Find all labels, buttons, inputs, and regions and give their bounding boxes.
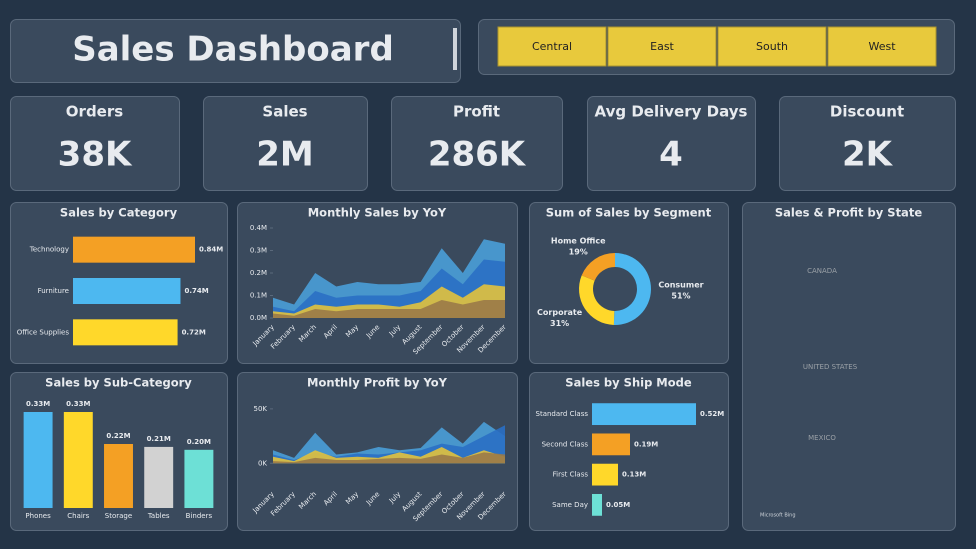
chart-title: Sales & Profit by State — [775, 206, 922, 220]
chart-title: Sum of Sales by Segment — [546, 206, 712, 220]
bar — [23, 412, 53, 508]
slicer-button[interactable] — [717, 26, 827, 67]
category-label: First Class — [553, 471, 589, 479]
chart-panel — [742, 202, 956, 531]
bar — [592, 463, 618, 486]
bar — [592, 403, 696, 426]
category-label: Tables — [147, 512, 170, 520]
value-label: 0.33M — [66, 400, 90, 408]
kpi-card — [203, 96, 368, 191]
category-label: Furniture — [38, 287, 69, 295]
slice-value: 19% — [569, 247, 588, 256]
value-label: 0.13M — [622, 471, 646, 479]
kpi-label: Avg Delivery Days — [595, 103, 748, 121]
category-label: Same Day — [552, 501, 588, 509]
map-label: CANADA — [807, 267, 837, 275]
category-label: Office Supplies — [17, 328, 70, 336]
kpi-card — [391, 96, 563, 191]
chart-title: Monthly Profit by YoY — [307, 376, 448, 390]
dashboard-title: Sales Dashboard — [72, 30, 394, 70]
kpi-value: 2K — [842, 135, 894, 175]
value-label: 0.22M — [106, 432, 130, 440]
chart-panel — [529, 202, 729, 364]
chart-title: Sales by Sub-Category — [45, 376, 192, 390]
map-label: MEXICO — [808, 434, 836, 442]
value-label: 0.33M — [26, 400, 50, 408]
slicer-button[interactable] — [827, 26, 937, 67]
kpi-label: Profit — [453, 103, 500, 121]
slicer-label[interactable]: East — [650, 40, 674, 53]
kpi-value: 4 — [659, 135, 683, 175]
y-tick-label: 0.2M — [250, 269, 267, 277]
donut-slice — [613, 253, 651, 325]
value-label: 0.84M — [199, 246, 223, 254]
value-label: 0.20M — [187, 438, 211, 446]
slicer-label[interactable]: Central — [532, 40, 572, 53]
category-label: Storage — [105, 512, 132, 520]
kpi-value: 2M — [256, 135, 314, 175]
kpi-label: Orders — [66, 103, 123, 121]
bar — [73, 236, 195, 263]
slicer-button[interactable] — [607, 26, 717, 67]
value-label: 0.52M — [700, 410, 724, 418]
map-label: UNITED STATES — [803, 363, 858, 371]
kpi-value: 38K — [58, 135, 133, 175]
y-tick-label: 0.0M — [250, 314, 267, 322]
value-label: 0.21M — [147, 435, 171, 443]
category-label: Phones — [25, 512, 51, 520]
title-panel — [10, 19, 461, 83]
slicer-label[interactable]: South — [756, 40, 788, 53]
bar — [73, 319, 178, 346]
bar — [63, 412, 93, 508]
y-tick-label: 0.3M — [250, 247, 267, 255]
slice-name: Home Office — [551, 236, 606, 245]
category-label: Binders — [186, 512, 213, 520]
donut-slice — [581, 253, 615, 281]
slice-name: Consumer — [658, 280, 703, 289]
bar — [73, 278, 181, 304]
slicer-label[interactable]: West — [868, 40, 896, 53]
chart-title: Monthly Sales by YoY — [308, 206, 447, 220]
y-tick-label: 0.1M — [250, 292, 267, 300]
area — [273, 300, 505, 318]
kpi-card — [587, 96, 756, 191]
chart-title: Sales by Ship Mode — [565, 376, 692, 390]
slice-name: Corporate — [537, 308, 583, 317]
map-attribution: Microsoft Bing — [760, 513, 796, 519]
kpi-value: 286K — [428, 135, 527, 175]
area — [273, 452, 505, 464]
value-label: 0.74M — [184, 287, 208, 295]
kpi-label: Sales — [262, 103, 307, 121]
bar — [592, 493, 602, 516]
bar — [184, 449, 214, 508]
slicer-button[interactable] — [497, 26, 607, 67]
slice-value: 51% — [671, 291, 690, 300]
kpi-card — [779, 96, 956, 191]
chart-panel — [237, 202, 518, 364]
bar — [144, 446, 174, 508]
cursor-bar — [453, 28, 457, 70]
chart-title: Sales by Category — [60, 206, 178, 220]
y-tick-label: 50K — [254, 405, 268, 413]
value-label: 0.19M — [634, 440, 658, 448]
category-label: Second Class — [542, 440, 589, 448]
donut-slice — [578, 275, 615, 325]
slice-value: 31% — [550, 319, 569, 328]
y-tick-label: 0.4M — [250, 224, 267, 232]
kpi-label: Discount — [830, 103, 904, 121]
value-label: 0.72M — [182, 328, 206, 336]
bar — [592, 433, 630, 456]
category-label: Technology — [29, 246, 69, 254]
y-tick-label: 0K — [258, 459, 267, 467]
bar — [104, 444, 133, 508]
category-label: Chairs — [67, 512, 89, 520]
category-label: Standard Class — [536, 410, 589, 418]
value-label: 0.05M — [606, 501, 630, 509]
kpi-card — [10, 96, 180, 191]
